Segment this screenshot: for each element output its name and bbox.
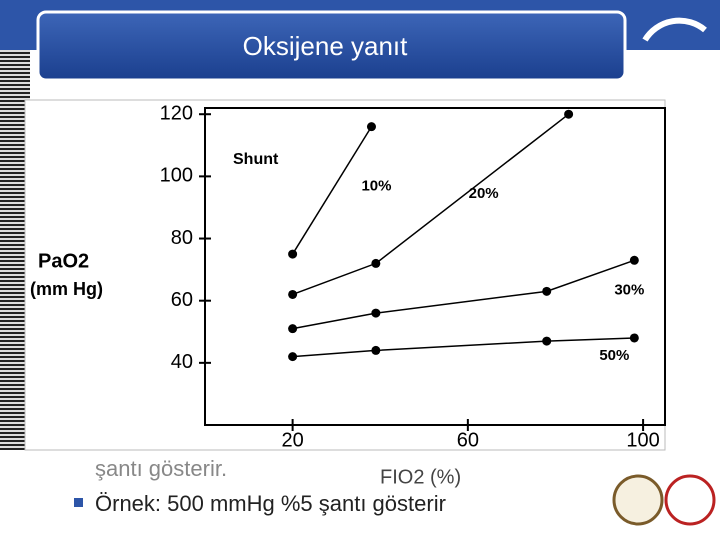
data-point xyxy=(564,109,574,119)
data-point xyxy=(542,286,552,296)
y-axis-label: PaO2 xyxy=(38,250,89,272)
series-line xyxy=(291,126,373,255)
data-point xyxy=(629,333,639,343)
y-tick-label: 80 xyxy=(171,227,193,249)
data-point xyxy=(542,336,552,346)
bullet-text: Örnek: 500 mmHg %5 şantı gösterir xyxy=(95,491,446,516)
data-point xyxy=(288,324,298,334)
series-label: 20% xyxy=(469,185,499,202)
data-point xyxy=(288,352,298,362)
plot-frame xyxy=(204,107,666,426)
decor-arc xyxy=(642,17,707,42)
data-point xyxy=(288,249,298,259)
data-point xyxy=(288,289,298,299)
series-label: 30% xyxy=(614,281,644,298)
logo xyxy=(664,474,716,526)
y-tick-label: 40 xyxy=(171,351,193,373)
x-tick-label: 60 xyxy=(457,429,479,451)
logo xyxy=(612,474,664,526)
data-point xyxy=(629,255,639,265)
title-box xyxy=(36,10,627,82)
slide-title: Oksijene yanıt xyxy=(243,31,409,61)
series-line xyxy=(292,259,635,330)
data-point xyxy=(371,308,381,318)
y-tick-label: 120 xyxy=(160,102,193,124)
chart-title: Shunt xyxy=(233,151,279,168)
x-axis-label: FIO2 (%) xyxy=(380,466,461,488)
data-point xyxy=(371,345,381,355)
y-axis-label: (mm Hg) xyxy=(30,279,103,299)
series-label: 10% xyxy=(361,178,391,195)
x-tick-label: 20 xyxy=(281,429,303,451)
series-label: 50% xyxy=(599,347,629,364)
bullet-marker xyxy=(74,498,83,507)
data-point xyxy=(366,122,376,132)
y-tick-label: 60 xyxy=(171,289,193,311)
series-line xyxy=(292,337,635,358)
bullet-text: şantı gösterir. xyxy=(95,456,227,481)
data-point xyxy=(371,258,381,268)
y-tick-label: 100 xyxy=(160,165,193,187)
x-tick-label: 100 xyxy=(626,429,659,451)
